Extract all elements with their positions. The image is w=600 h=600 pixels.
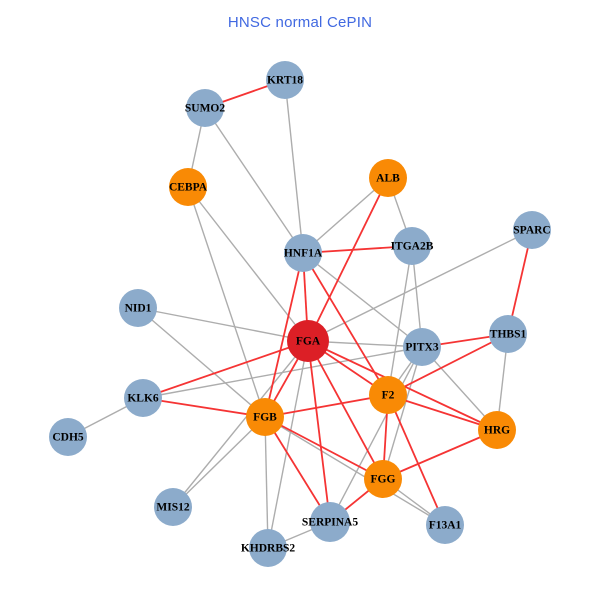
edge-NID1-FGA xyxy=(137,307,309,342)
node-circle-ITGA2B[interactable] xyxy=(393,227,431,265)
edge-FGB-MIS12 xyxy=(172,416,266,508)
edge-FGB-KHDRBS2 xyxy=(264,416,269,549)
edge-NID1-FGB xyxy=(137,307,266,418)
node-circle-SUMO2[interactable] xyxy=(186,89,224,127)
node-circle-NID1[interactable] xyxy=(119,289,157,327)
edge-FGA-KLK6 xyxy=(142,340,309,399)
node-circle-SERPINA5[interactable] xyxy=(310,502,350,542)
edge-FGB-KLK6 xyxy=(142,397,266,418)
node-MIS12[interactable]: MIS12 xyxy=(154,488,192,526)
edge-SUMO2-HNF1A xyxy=(204,107,304,254)
node-FGG[interactable]: FGG xyxy=(364,460,402,498)
node-CDH5[interactable]: CDH5 xyxy=(49,418,87,456)
node-KLK6[interactable]: KLK6 xyxy=(124,379,162,417)
node-SPARC[interactable]: SPARC xyxy=(513,211,551,249)
node-F13A1[interactable]: F13A1 xyxy=(426,506,464,544)
edge-ALB-FGA xyxy=(307,177,389,342)
edge-FGB-F2 xyxy=(264,394,389,418)
node-circle-FGA[interactable] xyxy=(287,320,329,362)
node-FGA[interactable]: FGA xyxy=(287,320,329,362)
edge-THBS1-F2 xyxy=(387,333,509,396)
node-ITGA2B[interactable]: ITGA2B xyxy=(391,227,434,265)
node-circle-KRT18[interactable] xyxy=(266,61,304,99)
node-KHDRBS2[interactable]: KHDRBS2 xyxy=(241,529,296,567)
node-circle-CEBPA[interactable] xyxy=(169,168,207,206)
node-circle-FGB[interactable] xyxy=(246,398,284,436)
node-circle-HRG[interactable] xyxy=(478,411,516,449)
edge-HNF1A-PITX3 xyxy=(302,252,423,348)
edge-PITX3-FGG xyxy=(382,346,423,480)
node-circle-F13A1[interactable] xyxy=(426,506,464,544)
edge-FGG-HRG xyxy=(382,429,498,480)
edge-FGB-SERPINA5 xyxy=(264,416,331,523)
plot-title: HNSC normal CePIN xyxy=(227,14,373,31)
node-circle-SPARC[interactable] xyxy=(513,211,551,249)
node-THBS1[interactable]: THBS1 xyxy=(489,315,527,353)
node-circle-THBS1[interactable] xyxy=(489,315,527,353)
edge-ITGA2B-F2 xyxy=(387,245,413,396)
node-HNF1A[interactable]: HNF1A xyxy=(284,234,323,272)
node-F2[interactable]: F2 xyxy=(369,376,407,414)
edge-FGA-FGG xyxy=(307,340,384,480)
node-KRT18[interactable]: KRT18 xyxy=(266,61,304,99)
node-NID1[interactable]: NID1 xyxy=(119,289,157,327)
edge-FGB-F13A1 xyxy=(264,416,446,526)
node-SERPINA5[interactable]: SERPINA5 xyxy=(302,502,358,542)
node-SUMO2[interactable]: SUMO2 xyxy=(185,89,226,127)
node-HRG[interactable]: HRG xyxy=(478,411,516,449)
node-circle-KLK6[interactable] xyxy=(124,379,162,417)
edge-KRT18-HNF1A xyxy=(284,79,304,254)
node-circle-MIS12[interactable] xyxy=(154,488,192,526)
node-PITX3[interactable]: PITX3 xyxy=(403,328,441,366)
edge-HNF1A-FGB xyxy=(264,252,304,418)
edge-PITX3-SERPINA5 xyxy=(329,346,423,523)
node-circle-CDH5[interactable] xyxy=(49,418,87,456)
node-circle-PITX3[interactable] xyxy=(403,328,441,366)
node-ALB[interactable]: ALB xyxy=(369,159,407,197)
edge-FGB-FGG xyxy=(264,416,384,480)
node-FGB[interactable]: FGB xyxy=(246,398,284,436)
edge-KLK6-PITX3 xyxy=(142,346,423,399)
node-circle-KHDRBS2[interactable] xyxy=(249,529,287,567)
edge-F2-F13A1 xyxy=(387,394,446,526)
edge-FGA-MIS12 xyxy=(172,340,309,508)
node-circle-FGG[interactable] xyxy=(364,460,402,498)
edge-F2-HRG xyxy=(387,394,498,431)
node-CEBPA[interactable]: CEBPA xyxy=(169,168,208,206)
node-circle-HNF1A[interactable] xyxy=(284,234,322,272)
edge-FGA-KHDRBS2 xyxy=(267,340,309,549)
edge-FGA-SERPINA5 xyxy=(307,340,331,523)
node-circle-F2[interactable] xyxy=(369,376,407,414)
node-circle-ALB[interactable] xyxy=(369,159,407,197)
